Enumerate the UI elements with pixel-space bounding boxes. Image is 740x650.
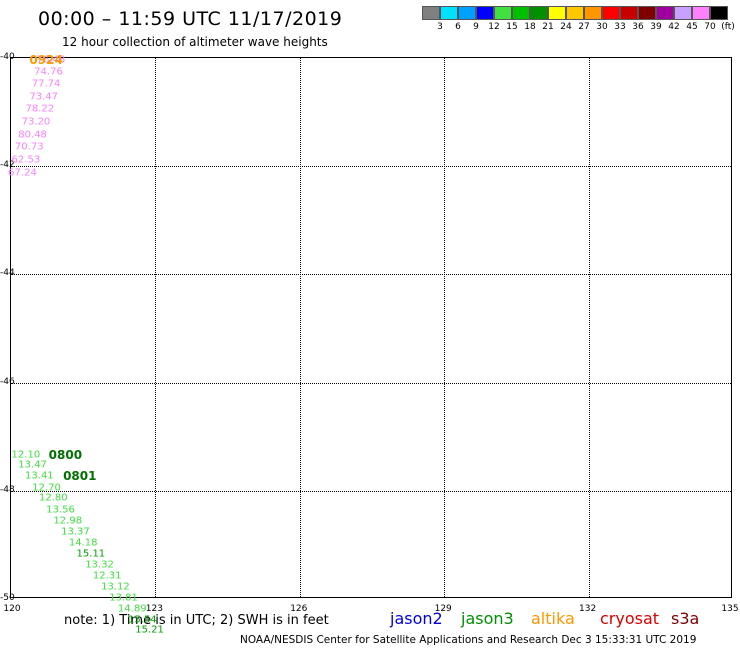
longitude-gridline: [155, 58, 157, 597]
color-scale-label: 42: [668, 22, 680, 32]
color-scale-label: 33: [614, 22, 626, 32]
longitude-gridline: [299, 58, 301, 597]
wave-height-reading: 13.56: [46, 504, 75, 516]
color-swatch: [638, 6, 656, 20]
longitude-tick-label: 135: [721, 604, 739, 614]
color-scale-label: 12: [488, 22, 500, 32]
color-swatch: [602, 6, 620, 20]
color-scale-label: 9: [473, 22, 479, 32]
satellite-label-jason2: jason2: [390, 609, 443, 628]
color-swatch: [458, 6, 476, 20]
latitude-tick-label: -48: [0, 484, 15, 495]
color-scale-labels: 3 6 9 12 15 18 21 24 27 30 33 36 39 42 45 70 (ft): [422, 22, 740, 34]
wave-height-reading: 13.47: [18, 459, 47, 471]
map-title: 00:00 – 11:59 UTC 11/17/2019: [38, 8, 343, 30]
satellite-label-altika: altika: [531, 609, 575, 628]
color-scale-label: 30: [596, 22, 608, 32]
color-swatch: [566, 6, 584, 20]
wave-height-reading: 76.48: [36, 54, 66, 66]
latitude-tick-label: -44: [0, 268, 15, 279]
color-swatch: [422, 6, 440, 20]
longitude-tick-label: 120: [3, 604, 21, 614]
color-scale-label: 15: [506, 22, 518, 32]
color-swatch: [548, 6, 566, 20]
pass-time-label: 0924: [29, 52, 63, 67]
longitude-gridline: [444, 58, 446, 597]
color-scale-label: 70: [704, 22, 716, 32]
color-scale-label: 3: [437, 22, 443, 32]
color-swatch: [530, 6, 548, 20]
latitude-tick-label: -40: [0, 52, 15, 62]
wave-height-reading: 12.10: [11, 449, 41, 461]
color-swatch: [512, 6, 530, 20]
wave-height-reading: 74.76: [34, 66, 63, 78]
satellite-label-cryosat: cryosat: [600, 609, 660, 628]
longitude-gridline: [588, 58, 590, 597]
wave-height-reading: 12.31: [92, 570, 122, 582]
wave-height-reading: 12.70: [32, 482, 61, 494]
wave-height-reading: 67.24: [8, 167, 37, 179]
wave-height-reading: 15.21: [135, 624, 164, 636]
color-swatch: [674, 6, 692, 20]
color-scale-label: 39: [650, 22, 662, 32]
longitude-tick-label: 126: [290, 604, 308, 614]
color-scale-label: 6: [455, 22, 461, 32]
wave-height-reading: 78.22: [25, 103, 55, 115]
color-scale-legend: [422, 6, 728, 20]
latitude-gridline: [11, 382, 731, 384]
color-swatch: [656, 6, 674, 20]
wave-height-reading: 73.20: [21, 116, 51, 128]
wave-height-reading: 73.47: [29, 91, 59, 103]
wave-height-reading: 15.11: [76, 548, 106, 560]
longitude-tick-label: 132: [579, 604, 597, 614]
color-swatch: [692, 6, 710, 20]
color-scale-label: 27: [578, 22, 590, 32]
latitude-tick-label: -42: [0, 160, 15, 171]
units-note: note: 1) Time is in UTC; 2) SWH is in fe…: [64, 613, 329, 628]
credit-line: NOAA/NESDIS Center for Satellite Applica…: [240, 634, 697, 646]
latitude-tick-label: -46: [0, 376, 15, 387]
color-swatch: [710, 6, 728, 20]
wave-height-reading: 77.74: [31, 78, 61, 90]
wave-height-reading: 12.98: [53, 515, 83, 527]
map-plot-area: [10, 57, 732, 598]
wave-height-reading: 13.41: [25, 470, 54, 482]
wave-height-reading: 13.12: [101, 581, 130, 593]
wave-height-reading: 15.54: [128, 614, 157, 626]
color-scale-label: 21: [542, 22, 554, 32]
wave-height-reading: 13.37: [61, 526, 90, 538]
longitude-tick-label: 129: [434, 604, 452, 614]
color-scale-label: (ft): [721, 22, 735, 32]
longitude-tick-label: 123: [145, 604, 163, 614]
wave-height-reading: 12.80: [38, 492, 68, 504]
wave-height-reading: 13.32: [85, 559, 114, 571]
latitude-gridline: [11, 166, 731, 168]
pass-time-label: 0801: [63, 469, 97, 484]
satellite-label-jason3: jason3: [461, 609, 514, 628]
color-swatch: [620, 6, 638, 20]
latitude-gridline: [11, 490, 731, 492]
latitude-tick-label: -50: [0, 593, 15, 603]
color-swatch: [476, 6, 494, 20]
satellite-label-s3a: s3a: [671, 609, 700, 628]
wave-height-reading: 14.18: [68, 537, 98, 549]
color-scale-label: 24: [560, 22, 572, 32]
color-swatch: [584, 6, 602, 20]
color-scale-label: 36: [632, 22, 644, 32]
pass-time-label: 0800: [48, 447, 83, 462]
map-subtitle: 12 hour collection of altimeter wave hei…: [62, 35, 328, 49]
wave-height-reading: 70.73: [14, 141, 44, 153]
color-scale-label: 45: [686, 22, 698, 32]
color-swatch: [494, 6, 512, 20]
wave-height-reading: 62.53: [11, 154, 41, 166]
latitude-gridline: [11, 274, 731, 276]
color-swatch: [440, 6, 458, 20]
wave-height-reading: 14.89: [117, 603, 147, 615]
color-scale-label: 18: [524, 22, 536, 32]
wave-height-reading: 13.81: [109, 592, 138, 604]
wave-height-reading: 80.48: [18, 129, 47, 141]
